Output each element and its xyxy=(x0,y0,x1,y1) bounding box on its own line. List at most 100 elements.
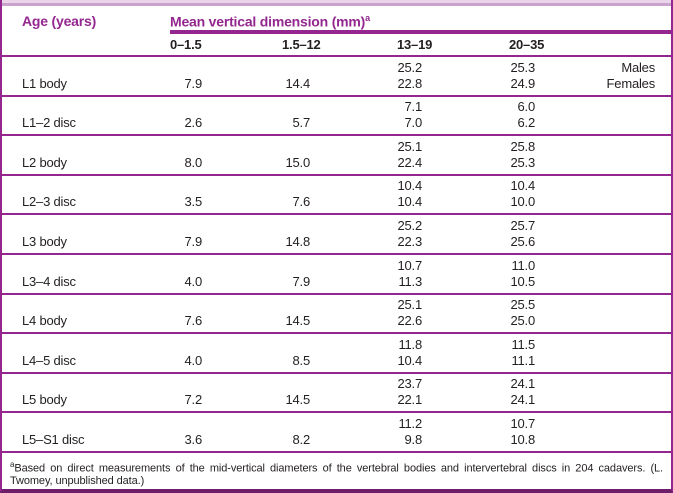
value-20-35-females: 10.0 xyxy=(510,194,535,210)
value-13-19-males: 11.8 xyxy=(398,336,422,352)
value-1-5-12: 15.0 xyxy=(285,154,310,170)
value-13-19: 11.8 10.4 xyxy=(397,337,509,369)
table-row: L2–3 disc 3.5 7.6 10.4 10.4 10.4 10.0 xyxy=(2,176,671,216)
row-label: L3–4 disc xyxy=(22,273,76,289)
row-label: L3 body xyxy=(22,233,67,249)
value-13-19-males: 25.1 xyxy=(397,297,422,313)
value-1-5-12: 7.9 xyxy=(292,273,311,289)
value-13-19-males: 25.1 xyxy=(397,138,422,154)
value-20-35: 11.5 11.1 xyxy=(509,337,605,369)
row-label: L4–5 disc xyxy=(22,352,76,368)
value-20-35-females: 6.2 xyxy=(517,115,536,131)
value-20-35-females: 10.8 xyxy=(510,431,535,447)
value-20-35: 25.5 25.0 xyxy=(509,297,605,329)
value-13-19: 25.1 22.6 xyxy=(397,297,509,329)
value-20-35: 25.7 25.6 xyxy=(509,218,605,250)
value-1-5-12: 14.4 xyxy=(285,75,310,91)
value-20-35-females: 24.1 xyxy=(510,392,535,408)
value-13-19-males: 10.7 xyxy=(397,257,422,273)
footnote-text: Based on direct measurements of the mid-… xyxy=(10,462,663,488)
value-13-19-females: 22.6 xyxy=(397,313,422,329)
value-1-5-12: 8.5 xyxy=(292,352,311,368)
row-label: L1 body xyxy=(22,75,67,91)
value-20-35: 25.8 25.3 xyxy=(509,139,605,171)
sex-label-females: Females xyxy=(606,75,656,91)
value-13-19: 25.2 22.8 xyxy=(397,60,509,92)
sex-labels: Males Females xyxy=(605,60,671,92)
value-13-19: 10.7 11.3 xyxy=(397,258,509,290)
value-20-35-females: 10.5 xyxy=(510,273,535,289)
value-20-35-males: 10.4 xyxy=(510,178,535,194)
row-label: L5–S1 disc xyxy=(22,431,85,447)
row-label: L2–3 disc xyxy=(22,194,76,210)
value-13-19-females: 9.8 xyxy=(404,431,423,447)
age-col-20-35: 20–35 xyxy=(509,37,545,52)
value-20-35: 25.3 24.9 xyxy=(509,60,605,92)
value-13-19-males: 25.2 xyxy=(397,217,422,233)
value-1-5-12: 14.8 xyxy=(285,233,310,249)
row-label: L4 body xyxy=(22,313,67,329)
top-band-light xyxy=(2,0,671,3)
value-13-19-females: 22.8 xyxy=(397,75,422,91)
footnote-marker: a xyxy=(10,459,15,469)
group-header: Mean vertical dimension (mm)a xyxy=(170,6,671,34)
age-years-header: Age (years) xyxy=(22,13,97,29)
value-13-19: 11.2 9.8 xyxy=(397,416,509,448)
value-0-1-5: 7.9 xyxy=(184,233,203,249)
table-footnote: aBased on direct measurements of the mid… xyxy=(2,453,671,489)
value-20-35: 24.1 24.1 xyxy=(509,376,605,408)
value-0-1-5: 4.0 xyxy=(184,352,203,368)
value-13-19-females: 22.3 xyxy=(397,233,422,249)
value-13-19-males: 7.1 xyxy=(404,99,423,115)
value-13-19: 7.1 7.0 xyxy=(397,99,509,131)
value-13-19-males: 25.2 xyxy=(397,59,422,75)
value-13-19-males: 10.4 xyxy=(397,178,422,194)
value-20-35: 6.0 6.2 xyxy=(509,99,605,131)
value-13-19-females: 22.1 xyxy=(397,392,422,408)
value-0-1-5: 7.6 xyxy=(184,313,203,329)
row-label: L5 body xyxy=(22,392,67,408)
value-0-1-5: 4.0 xyxy=(184,273,203,289)
group-header-footnote-marker: a xyxy=(365,13,370,23)
value-13-19: 10.4 10.4 xyxy=(397,178,509,210)
value-0-1-5: 3.6 xyxy=(184,431,203,447)
group-header-label: Mean vertical dimension (mm) xyxy=(170,13,366,30)
table-body: L1 body 7.9 14.4 25.2 22.8 25.3 24.9 Males… xyxy=(2,57,671,453)
value-20-35-males: 25.8 xyxy=(510,138,535,154)
top-band-mid xyxy=(2,3,671,6)
value-13-19: 25.1 22.4 xyxy=(397,139,509,171)
value-1-5-12: 8.2 xyxy=(292,431,311,447)
table-row: L3 body 7.9 14.8 25.2 22.3 25.7 25.6 xyxy=(2,215,671,255)
value-20-35-males: 10.7 xyxy=(510,415,535,431)
value-0-1-5: 2.6 xyxy=(184,115,203,131)
value-13-19-males: 23.7 xyxy=(397,376,422,392)
table-row: L3–4 disc 4.0 7.9 10.7 11.3 11.0 10.5 xyxy=(2,255,671,295)
value-13-19-females: 11.3 xyxy=(398,273,422,289)
table-row: L2 body 8.0 15.0 25.1 22.4 25.8 25.3 xyxy=(2,136,671,176)
value-20-35-males: 11.5 xyxy=(511,336,535,352)
sex-label-males: Males xyxy=(621,59,655,75)
value-13-19: 23.7 22.1 xyxy=(397,376,509,408)
value-13-19-females: 10.4 xyxy=(397,352,422,368)
value-20-35: 10.4 10.0 xyxy=(509,178,605,210)
age-col-13-19: 13–19 xyxy=(397,37,433,52)
value-1-5-12: 14.5 xyxy=(285,313,310,329)
value-1-5-12: 14.5 xyxy=(285,392,310,408)
table-row: L1 body 7.9 14.4 25.2 22.8 25.3 24.9 Males… xyxy=(2,57,671,97)
value-1-5-12: 7.6 xyxy=(292,194,311,210)
value-20-35-males: 6.0 xyxy=(517,99,536,115)
value-20-35-males: 25.7 xyxy=(510,217,535,233)
age-col-1-5-12: 1.5–12 xyxy=(282,37,321,52)
value-20-35-males: 25.3 xyxy=(510,59,535,75)
value-20-35: 10.7 10.8 xyxy=(509,416,605,448)
row-label: L1–2 disc xyxy=(22,115,76,131)
table-row: L1–2 disc 2.6 5.7 7.1 7.0 6.0 6.2 xyxy=(2,97,671,137)
table-row: L5–S1 disc 3.6 8.2 11.2 9.8 10.7 10.8 xyxy=(2,413,671,453)
value-20-35-males: 25.5 xyxy=(510,297,535,313)
value-13-19-females: 10.4 xyxy=(397,194,422,210)
table-row: L4 body 7.6 14.5 25.1 22.6 25.5 25.0 xyxy=(2,295,671,335)
value-20-35-females: 24.9 xyxy=(510,75,535,91)
value-0-1-5: 7.9 xyxy=(184,75,203,91)
value-0-1-5: 3.5 xyxy=(184,194,203,210)
